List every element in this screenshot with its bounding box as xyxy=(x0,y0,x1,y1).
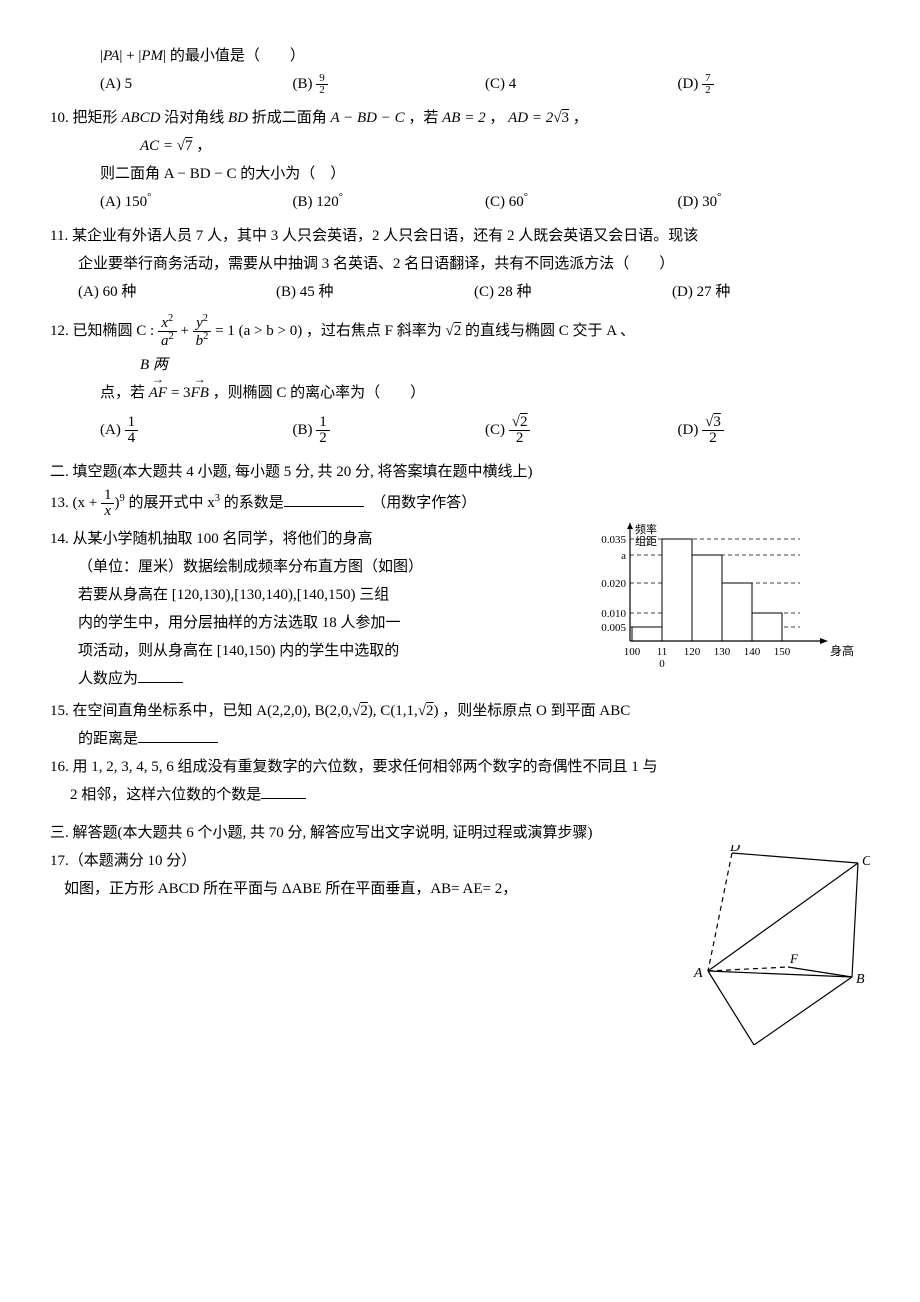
svg-text:C: C xyxy=(862,854,870,869)
svg-text:150: 150 xyxy=(774,646,791,658)
q15-blank[interactable] xyxy=(138,727,218,743)
svg-text:频率: 频率 xyxy=(635,523,657,536)
q14-row: 14. 从某小学随机抽取 100 名同学，将他们的身高 （单位：厘米）数据绘制成… xyxy=(50,523,870,695)
q9-stem: |PA| + |PM| 的最小值是（ ） xyxy=(50,44,870,68)
q12-line1: 12. 已知椭圆 C : x2a2 + y2b2 = 1 (a > b > 0)… xyxy=(50,314,870,349)
svg-text:120: 120 xyxy=(684,646,701,658)
svg-text:140: 140 xyxy=(744,646,761,658)
q15-l2: 的距离是 xyxy=(50,727,870,751)
q10-opt-b: (B) 120° xyxy=(293,190,486,214)
q9-opt-b: (B) 92 xyxy=(293,72,486,96)
q16-l1: 16. 用 1, 2, 3, 4, 5, 6 组成没有重复数字的六位数，要求任何… xyxy=(50,755,870,779)
q9-opt-d: (D) 72 xyxy=(678,72,871,96)
svg-text:0.020: 0.020 xyxy=(601,578,626,590)
q11-opt-c: (C) 28 种 xyxy=(474,280,672,304)
q12-line2: 点，若 AF = 3FB ，则椭圆 C 的离心率为（ ） xyxy=(50,381,870,405)
q11-line2: 企业要举行商务活动，需要从中抽调 3 名英语、2 名日语翻译，共有不同选派方法（… xyxy=(50,252,870,276)
q9-opt-a: (A) 5 xyxy=(100,72,293,96)
q10-opt-c: (C) 60° xyxy=(485,190,678,214)
q14-l5: 项活动，则从身高在 [140,150) 内的学生中选取的 xyxy=(50,639,580,663)
q9-options: (A) 5 (B) 92 (C) 4 (D) 72 xyxy=(50,72,870,96)
q14-blank[interactable] xyxy=(138,667,183,683)
svg-text:0.005: 0.005 xyxy=(601,622,626,634)
q11-opt-b: (B) 45 种 xyxy=(276,280,474,304)
q12-opt-c: (C) 22 xyxy=(485,415,678,446)
svg-text:组距: 组距 xyxy=(635,534,657,548)
q10-line2: 则二面角 A − BD − C 的大小为（ ） xyxy=(50,162,870,186)
q16-blank[interactable] xyxy=(261,783,306,799)
q17-l1: 17.（本题满分 10 分） xyxy=(50,849,670,873)
q13: 13. (x + 1x)9 的展开式中 x3 的系数是 （用数字作答） xyxy=(50,488,870,519)
q12-opt-b: (B) 12 xyxy=(293,415,486,446)
section-2-title: 二. 填空题(本大题共 4 小题, 每小题 5 分, 共 20 分, 将答案填在… xyxy=(50,460,870,484)
svg-text:D: D xyxy=(729,845,740,855)
q14-l1: 14. 从某小学随机抽取 100 名同学，将他们的身高 xyxy=(50,527,580,551)
q14-l6: 人数应为 xyxy=(50,667,580,691)
q12-opt-a: (A) 14 xyxy=(100,415,293,446)
histogram-chart: 频率组距 0.035 a 0.020 0.010 0.005 100 110 120 130 140… xyxy=(590,523,870,693)
q17-l2: 如图，正方形 ABCD 所在平面与 ΔABE 所在平面垂直，AB= AE= 2， xyxy=(50,877,670,901)
q16-l2: 2 相邻，这样六位数的个数是 xyxy=(50,783,870,807)
svg-text:0.010: 0.010 xyxy=(601,608,626,620)
q15-l1: 15. 在空间直角坐标系中，已知 A(2,2,0), B(2,0,2), C(1… xyxy=(50,699,870,723)
q10-opt-d: (D) 30° xyxy=(678,190,871,214)
svg-text:100: 100 xyxy=(624,646,641,658)
q14-l4: 内的学生中，用分层抽样的方法选取 18 人参加一 xyxy=(50,611,580,635)
svg-text:F: F xyxy=(789,951,799,966)
q11-opt-a: (A) 60 种 xyxy=(78,280,276,304)
q10-line1: 10. 把矩形 ABCD 沿对角线 BD 折成二面角 A − BD − C ，若… xyxy=(50,106,870,130)
q12-opt-d: (D) 32 xyxy=(678,415,871,446)
q11-options: (A) 60 种 (B) 45 种 (C) 28 种 (D) 27 种 xyxy=(50,280,870,304)
q14-l2: （单位：厘米）数据绘制成频率分布直方图（如图） xyxy=(50,555,580,579)
section-3-title: 三. 解答题(本大题共 6 个小题, 共 70 分, 解答应写出文字说明, 证明… xyxy=(50,821,870,845)
q12-b: B 两 xyxy=(50,353,870,377)
q17-row: 17.（本题满分 10 分） 如图，正方形 ABCD 所在平面与 ΔABE 所在… xyxy=(50,845,870,1015)
q9-opt-c: (C) 4 xyxy=(485,72,678,96)
q10-opt-a: (A) 150° xyxy=(100,190,293,214)
q10-options: (A) 150° (B) 120° (C) 60° (D) 30° xyxy=(50,190,870,214)
svg-text:130: 130 xyxy=(714,646,731,658)
q12-options: (A) 14 (B) 12 (C) 22 (D) 32 xyxy=(50,415,870,446)
svg-text:B: B xyxy=(856,972,865,987)
geometry-figure: D C A B F xyxy=(670,845,870,1015)
svg-text:a: a xyxy=(621,550,626,562)
svg-text:11: 11 xyxy=(657,646,668,658)
q11-opt-d: (D) 27 种 xyxy=(672,280,870,304)
svg-text:0.035: 0.035 xyxy=(601,534,626,546)
q11-line1: 11. 某企业有外语人员 7 人，其中 3 人只会英语，2 人只会日语，还有 2… xyxy=(50,224,870,248)
svg-text:0: 0 xyxy=(659,658,665,670)
q14-l3: 若要从身高在 [120,130),[130,140),[140,150) 三组 xyxy=(50,583,580,607)
q10-ac: AC = 7 ， xyxy=(50,134,870,158)
q13-blank[interactable] xyxy=(284,491,364,507)
svg-text:身高: 身高 xyxy=(830,643,854,658)
svg-text:A: A xyxy=(693,966,703,981)
